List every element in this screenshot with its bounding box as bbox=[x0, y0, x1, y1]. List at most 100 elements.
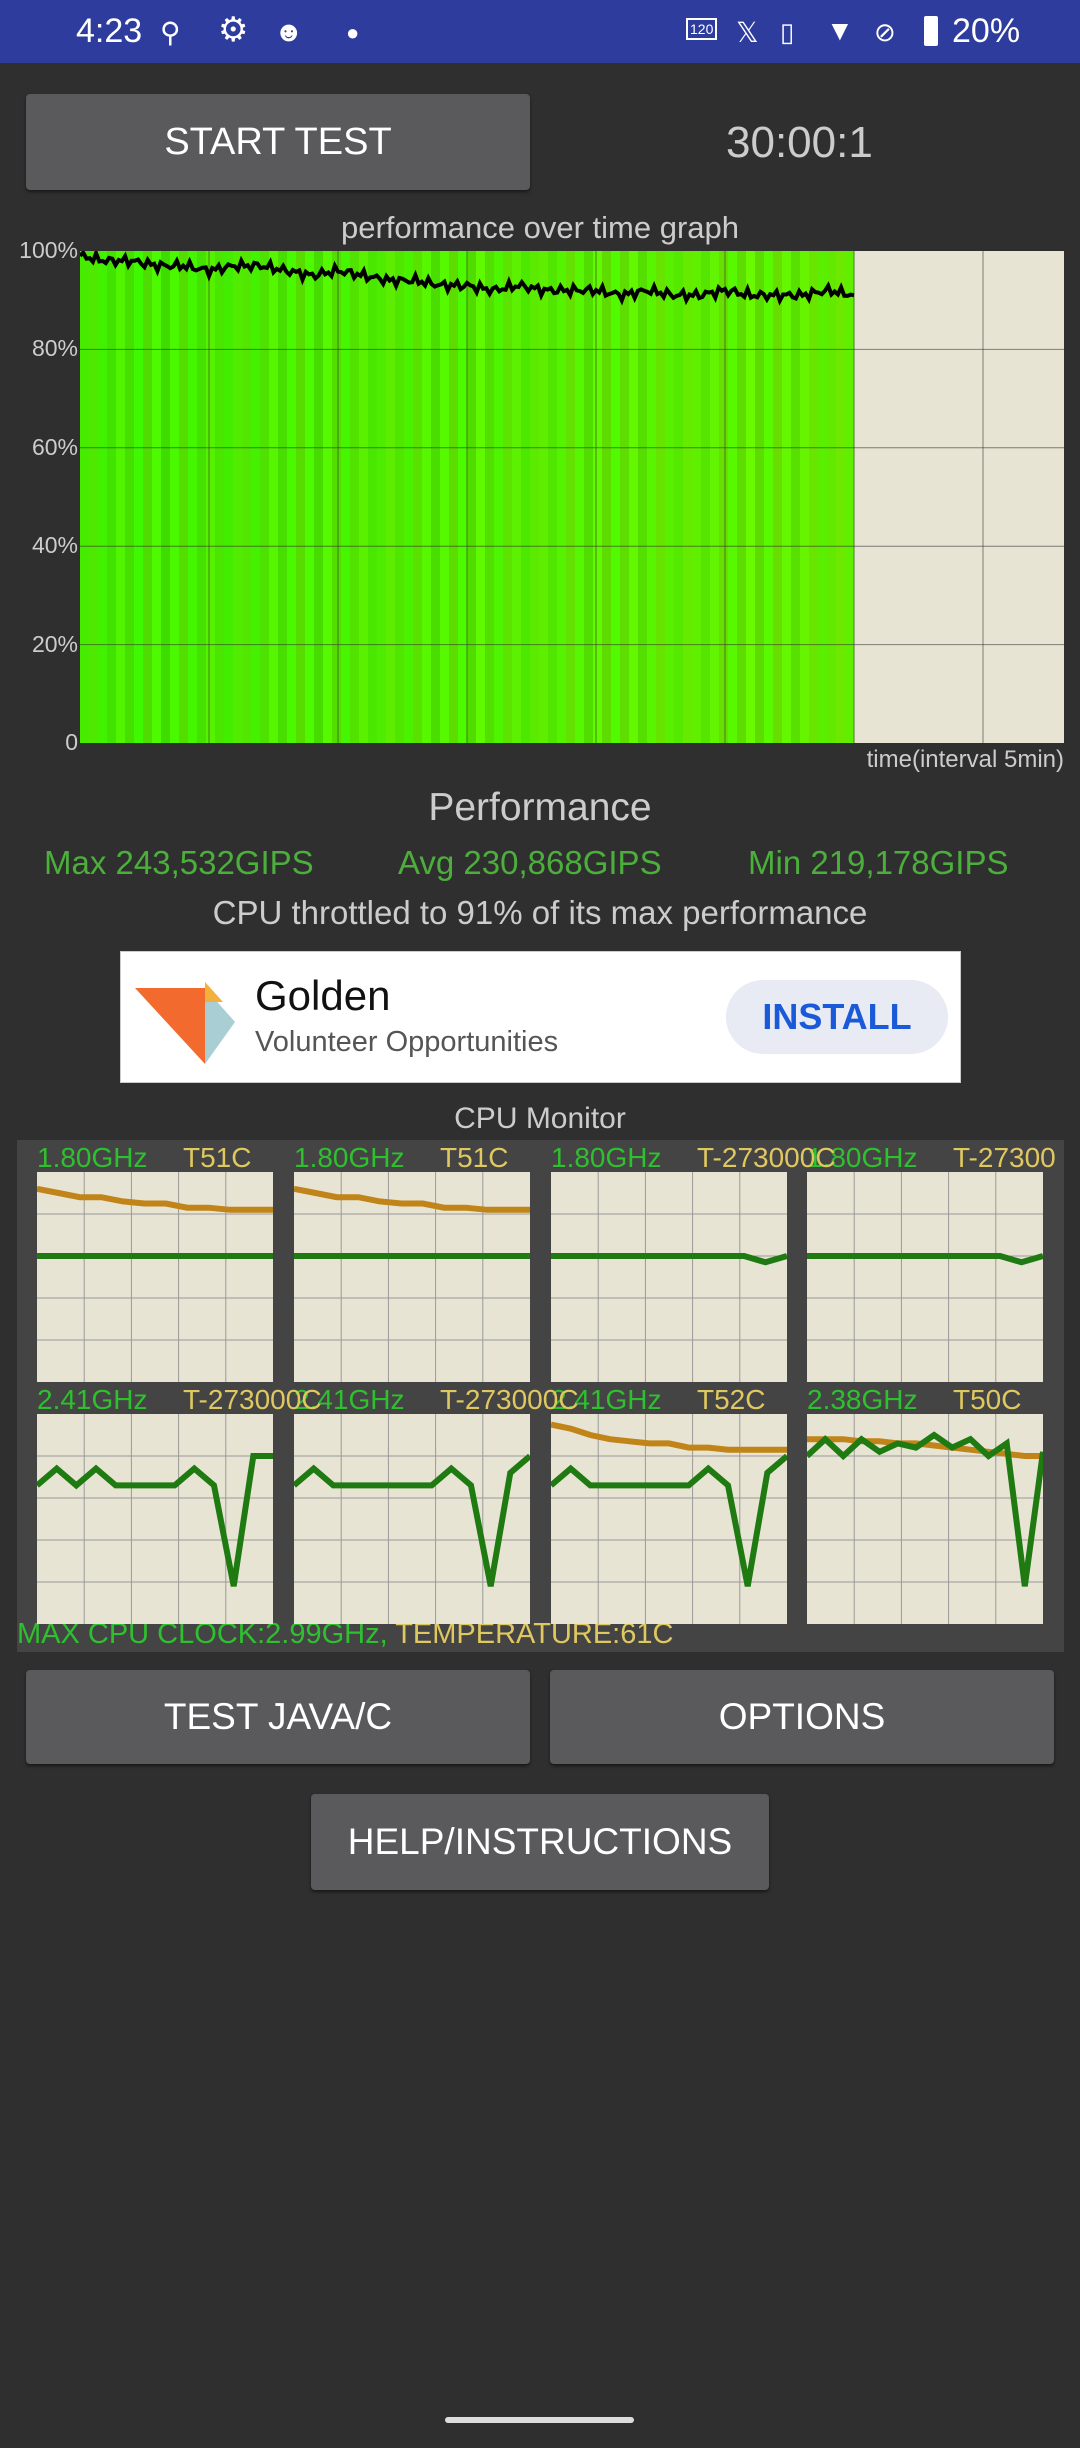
core-frequency: 2.41GHz bbox=[294, 1384, 405, 1415]
core-temperature: T51C bbox=[440, 1142, 509, 1173]
vibrate-icon: ▯ bbox=[780, 17, 795, 47]
fill-stripe bbox=[269, 251, 279, 743]
fill-stripe bbox=[602, 251, 612, 743]
cpu-monitor-title: CPU Monitor bbox=[454, 1102, 626, 1135]
fill-stripe bbox=[125, 251, 135, 743]
fill-stripe bbox=[170, 251, 180, 743]
ad-install-button[interactable]: INSTALL bbox=[726, 980, 948, 1054]
120hz-icon: 120 bbox=[686, 18, 718, 40]
help-instructions-button[interactable]: HELP/INSTRUCTIONS bbox=[311, 1794, 769, 1890]
fill-stripe bbox=[593, 251, 603, 743]
y-tick-label: 0 bbox=[65, 729, 78, 755]
test-java-c-button[interactable]: TEST JAVA/C bbox=[26, 1670, 530, 1764]
fill-stripe bbox=[224, 251, 234, 743]
fill-stripe bbox=[350, 251, 360, 743]
core-temperature: T-273000C bbox=[183, 1384, 322, 1415]
fill-stripe bbox=[611, 251, 621, 743]
core-frequency: 1.80GHz bbox=[37, 1142, 148, 1173]
battery-icon bbox=[924, 16, 938, 46]
throttle-text: CPU throttled to 91% of its max performa… bbox=[212, 894, 868, 931]
fill-stripe bbox=[683, 251, 693, 743]
fill-stripe bbox=[278, 251, 288, 743]
fill-stripe bbox=[512, 251, 522, 743]
fill-stripe bbox=[701, 251, 711, 743]
performance-chart bbox=[80, 251, 1064, 743]
fill-stripe bbox=[476, 251, 486, 743]
fill-stripe bbox=[503, 251, 513, 743]
fill-stripe bbox=[80, 251, 90, 743]
fill-stripe bbox=[656, 251, 666, 743]
fill-stripe bbox=[521, 251, 531, 743]
fill-stripe bbox=[386, 251, 396, 743]
core-chart bbox=[807, 1172, 1044, 1382]
x-icon: 𝕏 bbox=[736, 17, 759, 48]
fill-stripe bbox=[530, 251, 540, 743]
fill-stripe bbox=[260, 251, 270, 743]
ad-banner[interactable]: Golden Volunteer Opportunities INSTALL bbox=[120, 951, 961, 1083]
fill-stripe bbox=[188, 251, 198, 743]
fill-stripe bbox=[422, 251, 432, 743]
fill-stripe bbox=[548, 251, 558, 743]
chart-title: performance over time graph bbox=[340, 210, 740, 245]
fill-stripe bbox=[368, 251, 378, 743]
fill-stripe bbox=[827, 251, 837, 743]
fill-stripe bbox=[575, 251, 585, 743]
nav-handle[interactable] bbox=[445, 2417, 634, 2423]
fill-stripe bbox=[377, 251, 387, 743]
fill-stripe bbox=[764, 251, 774, 743]
fill-stripe bbox=[161, 251, 171, 743]
y-tick-label: 80% bbox=[31, 335, 78, 362]
dot-icon: ● bbox=[346, 20, 360, 45]
y-tick-label: 100% bbox=[19, 237, 78, 263]
fill-stripe bbox=[539, 251, 549, 743]
pin-icon: ⚲ bbox=[160, 17, 181, 48]
fill-stripe bbox=[620, 251, 630, 743]
fill-stripe bbox=[323, 251, 333, 743]
no-sim-icon: ⊘ bbox=[874, 17, 896, 47]
y-tick-label: 60% bbox=[31, 433, 78, 460]
assistant-icon: ☻ bbox=[274, 16, 304, 47]
fill-stripe bbox=[818, 251, 828, 743]
fill-stripe bbox=[737, 251, 747, 743]
temperature-line bbox=[293, 1185, 530, 1213]
avg-performance: Avg 230,868GIPS bbox=[398, 844, 662, 881]
fill-stripe bbox=[791, 251, 801, 743]
fill-stripe bbox=[674, 251, 684, 743]
fill-stripe bbox=[746, 251, 756, 743]
fill-stripe bbox=[836, 251, 846, 743]
wifi-icon: ▼ bbox=[826, 15, 854, 46]
core-temperature: T52C bbox=[697, 1384, 766, 1415]
core-chart bbox=[293, 1172, 530, 1382]
core-chart bbox=[551, 1172, 788, 1382]
fill-stripe bbox=[197, 251, 207, 743]
core-temperature: T-273000C bbox=[440, 1384, 579, 1415]
fill-stripe bbox=[341, 251, 351, 743]
fill-stripe bbox=[566, 251, 576, 743]
ad-subtitle: Volunteer Opportunities bbox=[255, 1026, 559, 1058]
gear-icon: ⚙ bbox=[218, 11, 249, 49]
fill-stripe bbox=[179, 251, 189, 743]
status-bar: 4:23 ⚲ ⚙ ☻ ● 120 𝕏 ▯ ▼ ⊘ 20% bbox=[0, 0, 1080, 63]
fill-stripe bbox=[359, 251, 369, 743]
options-button[interactable]: OPTIONS bbox=[550, 1670, 1054, 1764]
fill-area bbox=[80, 251, 855, 743]
fill-stripe bbox=[782, 251, 792, 743]
fill-stripe bbox=[710, 251, 720, 743]
fill-stripe bbox=[107, 251, 117, 743]
x-axis-label: time(interval 5min) bbox=[866, 746, 1064, 773]
fill-stripe bbox=[431, 251, 441, 743]
fill-stripe bbox=[638, 251, 648, 743]
fill-stripe bbox=[440, 251, 450, 743]
start-test-button[interactable]: START TEST bbox=[26, 94, 530, 190]
core-frequency: 2.41GHz bbox=[551, 1384, 662, 1415]
fill-stripe bbox=[467, 251, 477, 743]
core-frequency: 1.80GHz bbox=[551, 1142, 662, 1173]
core-frequency: 2.38GHz bbox=[807, 1384, 918, 1415]
fill-stripe bbox=[719, 251, 729, 743]
ad-title: Golden bbox=[255, 972, 391, 1019]
frequency-line bbox=[292, 1453, 532, 1587]
temperature-line bbox=[550, 1421, 787, 1453]
y-tick-label: 40% bbox=[31, 532, 78, 559]
core-temperature: T50C bbox=[953, 1384, 1022, 1415]
fill-stripe bbox=[809, 251, 819, 743]
